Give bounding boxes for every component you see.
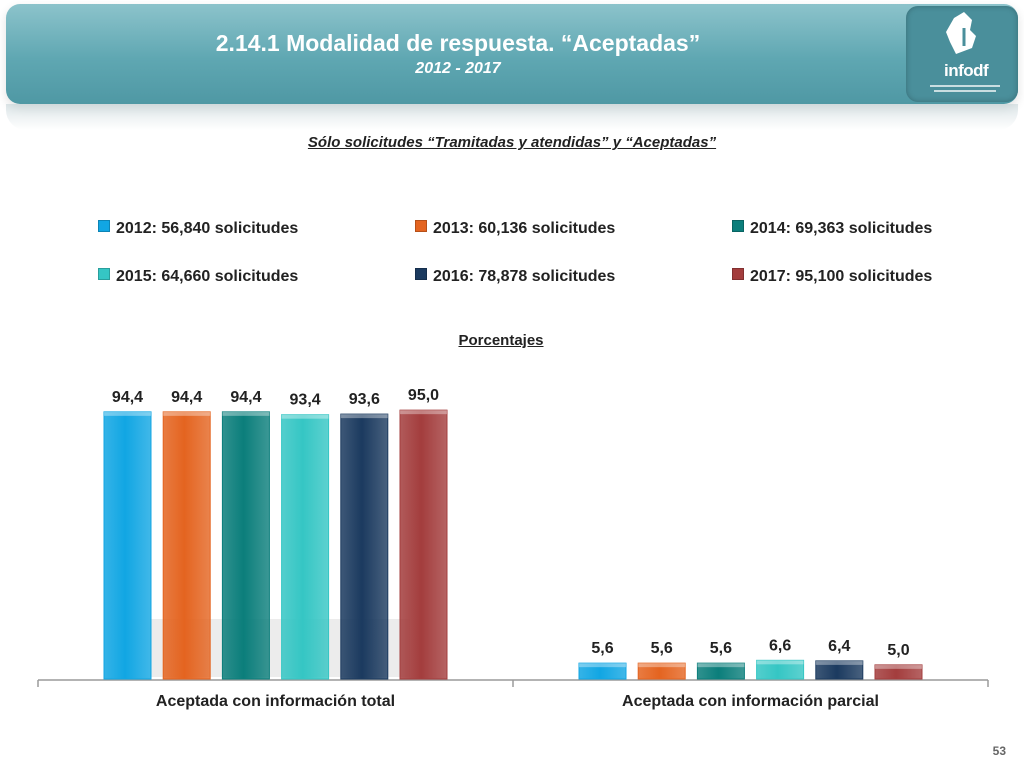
data-label: 5,0 [887, 642, 909, 659]
data-label: 95,0 [408, 387, 439, 404]
chart-note: Sólo solicitudes “Tramitadas y atendidas… [307, 134, 717, 151]
data-label: 5,6 [591, 640, 613, 657]
bar-highlight [163, 411, 211, 416]
bar [340, 413, 389, 680]
legend-label: 2017: 95,100 solicitudes [750, 268, 933, 285]
bar-highlight [281, 414, 329, 419]
bar-highlight [104, 411, 151, 416]
bar-highlight [222, 411, 270, 416]
data-label: 5,6 [710, 640, 732, 657]
logo-text: infodf [944, 61, 989, 80]
legend-label: 2014: 69,363 solicitudes [750, 220, 933, 237]
legend-swatch [732, 268, 744, 280]
legend-item: 2015: 64,660 solicitudes [98, 268, 298, 286]
legend-swatch [415, 268, 427, 280]
header-shadow [6, 104, 1018, 130]
data-label: 5,6 [651, 640, 673, 657]
legend-label: 2012: 56,840 solicitudes [116, 220, 299, 237]
data-label: 6,6 [769, 637, 791, 654]
data-label: 94,4 [230, 389, 261, 406]
bar [399, 409, 448, 680]
legend-swatch [98, 268, 110, 280]
legend-item: 2013: 60,136 solicitudes [415, 220, 615, 238]
bar [281, 414, 330, 680]
bar [756, 659, 805, 680]
legend-item: 2017: 95,100 solicitudes [732, 268, 932, 286]
bar-highlight [638, 663, 686, 668]
bar-highlight [756, 660, 804, 665]
bar [637, 662, 686, 680]
page-title: 2.14.1 Modalidad de respuesta. “Aceptada… [215, 30, 701, 56]
legend-label: 2013: 60,136 solicitudes [433, 220, 616, 237]
legend-item: 2016: 78,878 solicitudes [415, 268, 615, 286]
data-label: 94,4 [112, 389, 143, 406]
bar-highlight [815, 660, 863, 665]
bar-highlight [875, 664, 922, 669]
bar [696, 662, 745, 680]
bar-highlight [400, 410, 447, 415]
bar-highlight [697, 663, 745, 668]
category-label: Aceptada con información parcial [622, 693, 879, 710]
bar [162, 411, 211, 680]
chart-heading: Porcentajes [458, 332, 544, 349]
bar [578, 662, 627, 680]
legend-item: 2012: 56,840 solicitudes [98, 220, 298, 238]
legend-label: 2015: 64,660 solicitudes [116, 268, 299, 285]
header-banner [6, 4, 1018, 104]
logo-caption-lines [930, 85, 1000, 92]
bar [103, 411, 152, 680]
legend-swatch [415, 220, 427, 232]
page-subtitle: 2012 - 2017 [415, 60, 501, 77]
infodf-logo: infodf [906, 6, 1018, 102]
bar [815, 660, 864, 680]
legend-item: 2014: 69,363 solicitudes [732, 220, 932, 238]
category-label: Aceptada con información total [156, 693, 395, 710]
data-label: 6,4 [828, 638, 850, 655]
bar [874, 664, 923, 680]
logo-emblem-icon [946, 12, 976, 54]
data-label: 94,4 [171, 389, 202, 406]
bar-highlight [340, 414, 388, 419]
legend-label: 2016: 78,878 solicitudes [433, 268, 616, 285]
data-label: 93,4 [290, 392, 321, 409]
legend-swatch [732, 220, 744, 232]
legend-swatch [98, 220, 110, 232]
page-number: 53 [992, 744, 1006, 758]
data-label: 93,6 [349, 391, 380, 408]
bar-highlight [579, 663, 626, 668]
bar [221, 411, 270, 680]
